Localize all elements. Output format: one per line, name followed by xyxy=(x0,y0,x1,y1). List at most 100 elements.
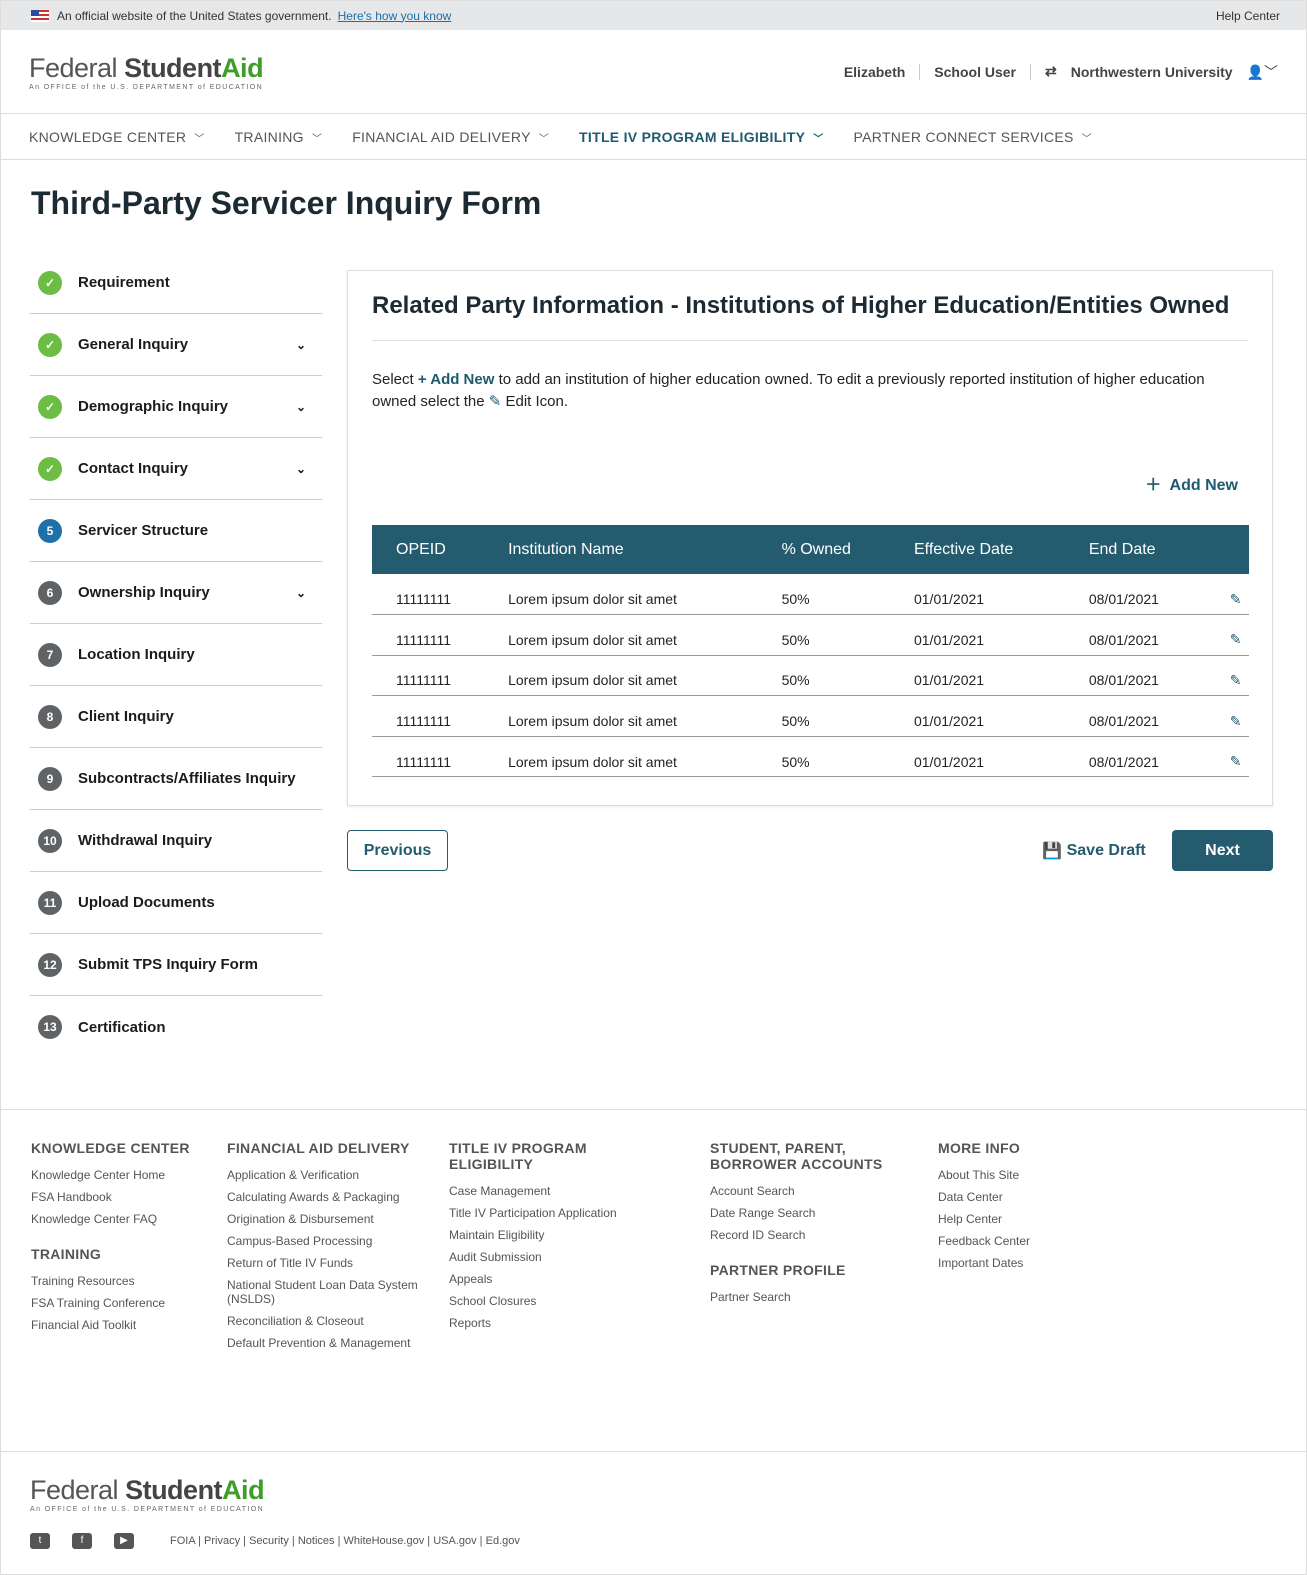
step-item[interactable]: ✓ Requirement xyxy=(30,252,322,314)
table-cell: 01/01/2021 xyxy=(889,695,1065,737)
footer-link[interactable]: Application & Verification xyxy=(227,1168,360,1182)
user-role: School User xyxy=(934,63,1016,80)
column-header: % Owned xyxy=(757,525,890,574)
legal-link[interactable]: WhiteHouse.gov xyxy=(343,1535,425,1547)
column-header: End Date xyxy=(1064,525,1199,574)
footer-link[interactable]: About This Site xyxy=(938,1168,1020,1182)
footer-link[interactable]: Default Prevention & Management xyxy=(227,1336,411,1350)
footer-link[interactable]: Feedback Center xyxy=(938,1234,1031,1248)
footer-link[interactable]: Title IV Participation Application xyxy=(449,1206,617,1220)
footer-link[interactable]: Training Resources xyxy=(31,1274,135,1288)
table-cell: 50% xyxy=(757,695,890,737)
heres-how-you-know-link[interactable]: Here's how you know xyxy=(337,8,452,23)
nav-item[interactable]: PARTNER CONNECT SERVICES ﹀ xyxy=(854,129,1092,145)
footer-link[interactable]: Data Center xyxy=(938,1190,1003,1204)
table-cell: 11111111 xyxy=(372,655,485,697)
legal-link[interactable]: Ed.gov xyxy=(485,1535,520,1547)
legal-link[interactable]: FOIA xyxy=(170,1535,196,1547)
step-label: Withdrawal Inquiry xyxy=(78,832,213,849)
legal-link[interactable]: Privacy xyxy=(204,1535,241,1547)
edit-icon[interactable]: ✎ xyxy=(1198,695,1249,737)
table-cell: 50% xyxy=(757,614,890,656)
step-item[interactable]: 10 Withdrawal Inquiry xyxy=(30,810,322,872)
footer-link[interactable]: Origination & Disbursement xyxy=(227,1212,374,1226)
footer-link[interactable]: National Student Loan Data System (NSLDS… xyxy=(227,1278,418,1306)
step-label: Servicer Structure xyxy=(78,522,209,539)
previous-button[interactable]: Previous xyxy=(347,830,448,871)
footer-link[interactable]: School Closures xyxy=(449,1294,537,1308)
step-item[interactable]: 7 Location Inquiry xyxy=(30,624,322,686)
footer-link[interactable]: Reports xyxy=(449,1316,492,1330)
footer-link[interactable]: Audit Submission xyxy=(449,1250,542,1264)
footer-link[interactable]: Return of Title IV Funds xyxy=(227,1256,354,1270)
next-button[interactable]: Next xyxy=(1172,830,1273,871)
column-header: OPEID xyxy=(372,525,485,574)
legal-link[interactable]: Notices xyxy=(297,1535,335,1547)
organization-name[interactable]: Northwestern University xyxy=(1070,63,1233,80)
table-cell: Lorem ipsum dolor sit amet xyxy=(484,614,758,656)
switch-icon[interactable]: ⇄ xyxy=(1045,63,1057,79)
footer-heading: PARTNER PROFILE xyxy=(710,1262,846,1278)
edit-icon[interactable]: ✎ xyxy=(1198,614,1249,656)
footer-link[interactable]: Important Dates xyxy=(938,1256,1024,1270)
step-item[interactable]: ✓ Contact Inquiry ⌄ xyxy=(30,438,322,500)
footer-link[interactable]: Case Management xyxy=(449,1184,551,1198)
fsa-logo[interactable]: Federal StudentAid An OFFICE of the U.S.… xyxy=(29,52,264,91)
table-cell: 50% xyxy=(757,574,890,616)
footer-link[interactable]: Calculating Awards & Packaging xyxy=(227,1190,400,1204)
step-item[interactable]: 6 Ownership Inquiry ⌄ xyxy=(30,562,322,624)
footer-link[interactable]: Record ID Search xyxy=(710,1228,806,1242)
footer-link[interactable]: Account Search xyxy=(710,1184,795,1198)
footer-link[interactable]: Appeals xyxy=(449,1272,493,1286)
step-item[interactable]: ✓ Demographic Inquiry ⌄ xyxy=(30,376,322,438)
chevron-down-icon[interactable]: ⌄ xyxy=(295,585,306,600)
add-new-button[interactable]: ＋ Add New xyxy=(1145,477,1238,494)
save-draft-button[interactable]: 💾 Save Draft xyxy=(1042,841,1146,860)
footer-link[interactable]: Date Range Search xyxy=(710,1206,816,1220)
step-item[interactable]: 13 Certification xyxy=(30,996,322,1058)
help-center-link[interactable]: Help Center xyxy=(1215,8,1280,23)
footer-link[interactable]: Financial Aid Toolkit xyxy=(31,1318,137,1332)
footer-link[interactable]: Knowledge Center FAQ xyxy=(31,1212,158,1226)
footer-link[interactable]: FSA Training Conference xyxy=(31,1296,166,1310)
footer-link[interactable]: Reconciliation & Closeout xyxy=(227,1314,364,1328)
step-item[interactable]: 11 Upload Documents xyxy=(30,872,322,934)
edit-icon[interactable]: ✎ xyxy=(1198,574,1249,616)
nav-item[interactable]: TITLE IV PROGRAM ELIGIBILITY ﹀ xyxy=(579,129,824,145)
step-label: Demographic Inquiry xyxy=(78,398,229,415)
table-cell: 08/01/2021 xyxy=(1064,695,1199,737)
chevron-down-icon[interactable]: ⌄ xyxy=(295,399,306,414)
footer-link[interactable]: Help Center xyxy=(938,1212,1003,1226)
step-item[interactable]: ✓ General Inquiry ⌄ xyxy=(30,314,322,376)
user-account-icon[interactable]: 👤﹀ xyxy=(1246,63,1278,80)
table-cell: 08/01/2021 xyxy=(1064,614,1199,656)
footer-link[interactable]: Campus-Based Processing xyxy=(227,1234,373,1248)
twitter-icon[interactable]: t xyxy=(30,1533,50,1549)
step-item[interactable]: 8 Client Inquiry xyxy=(30,686,322,748)
step-item[interactable]: 5 Servicer Structure xyxy=(30,500,322,562)
footer-link[interactable]: Partner Search xyxy=(710,1290,791,1304)
footer-link[interactable]: FSA Handbook xyxy=(31,1190,112,1204)
footer-link[interactable]: Maintain Eligibility xyxy=(449,1228,545,1242)
chevron-down-icon: ﹀ xyxy=(538,133,550,145)
step-label: Location Inquiry xyxy=(78,646,195,663)
nav-item[interactable]: FINANCIAL AID DELIVERY ﹀ xyxy=(352,129,549,145)
chevron-down-icon[interactable]: ⌄ xyxy=(295,337,306,352)
chevron-down-icon[interactable]: ⌄ xyxy=(295,461,306,476)
step-item[interactable]: 12 Submit TPS Inquiry Form xyxy=(30,934,322,996)
fsa-footer-logo[interactable]: Federal StudentAid An OFFICE of the U.S.… xyxy=(30,1475,265,1513)
nav-label: TITLE IV PROGRAM ELIGIBILITY xyxy=(579,128,806,145)
edit-icon[interactable]: ✎ xyxy=(1198,736,1249,778)
nav-item[interactable]: KNOWLEDGE CENTER ﹀ xyxy=(29,129,205,145)
edit-icon[interactable]: ✎ xyxy=(1198,655,1249,697)
user-menu: Elizabeth School User ⇄ Northwestern Uni… xyxy=(844,62,1278,82)
footer-link[interactable]: Knowledge Center Home xyxy=(31,1168,166,1182)
youtube-icon[interactable]: ▶ xyxy=(114,1533,134,1549)
step-item[interactable]: 9 Subcontracts/Affiliates Inquiry xyxy=(30,748,322,810)
step-label: Contact Inquiry xyxy=(78,460,189,477)
legal-link[interactable]: USA.gov xyxy=(433,1535,477,1547)
nav-item[interactable]: TRAINING ﹀ xyxy=(235,129,323,145)
legal-link[interactable]: Security xyxy=(249,1535,289,1547)
facebook-icon[interactable]: f xyxy=(72,1533,92,1549)
column-header: Institution Name xyxy=(484,525,758,574)
